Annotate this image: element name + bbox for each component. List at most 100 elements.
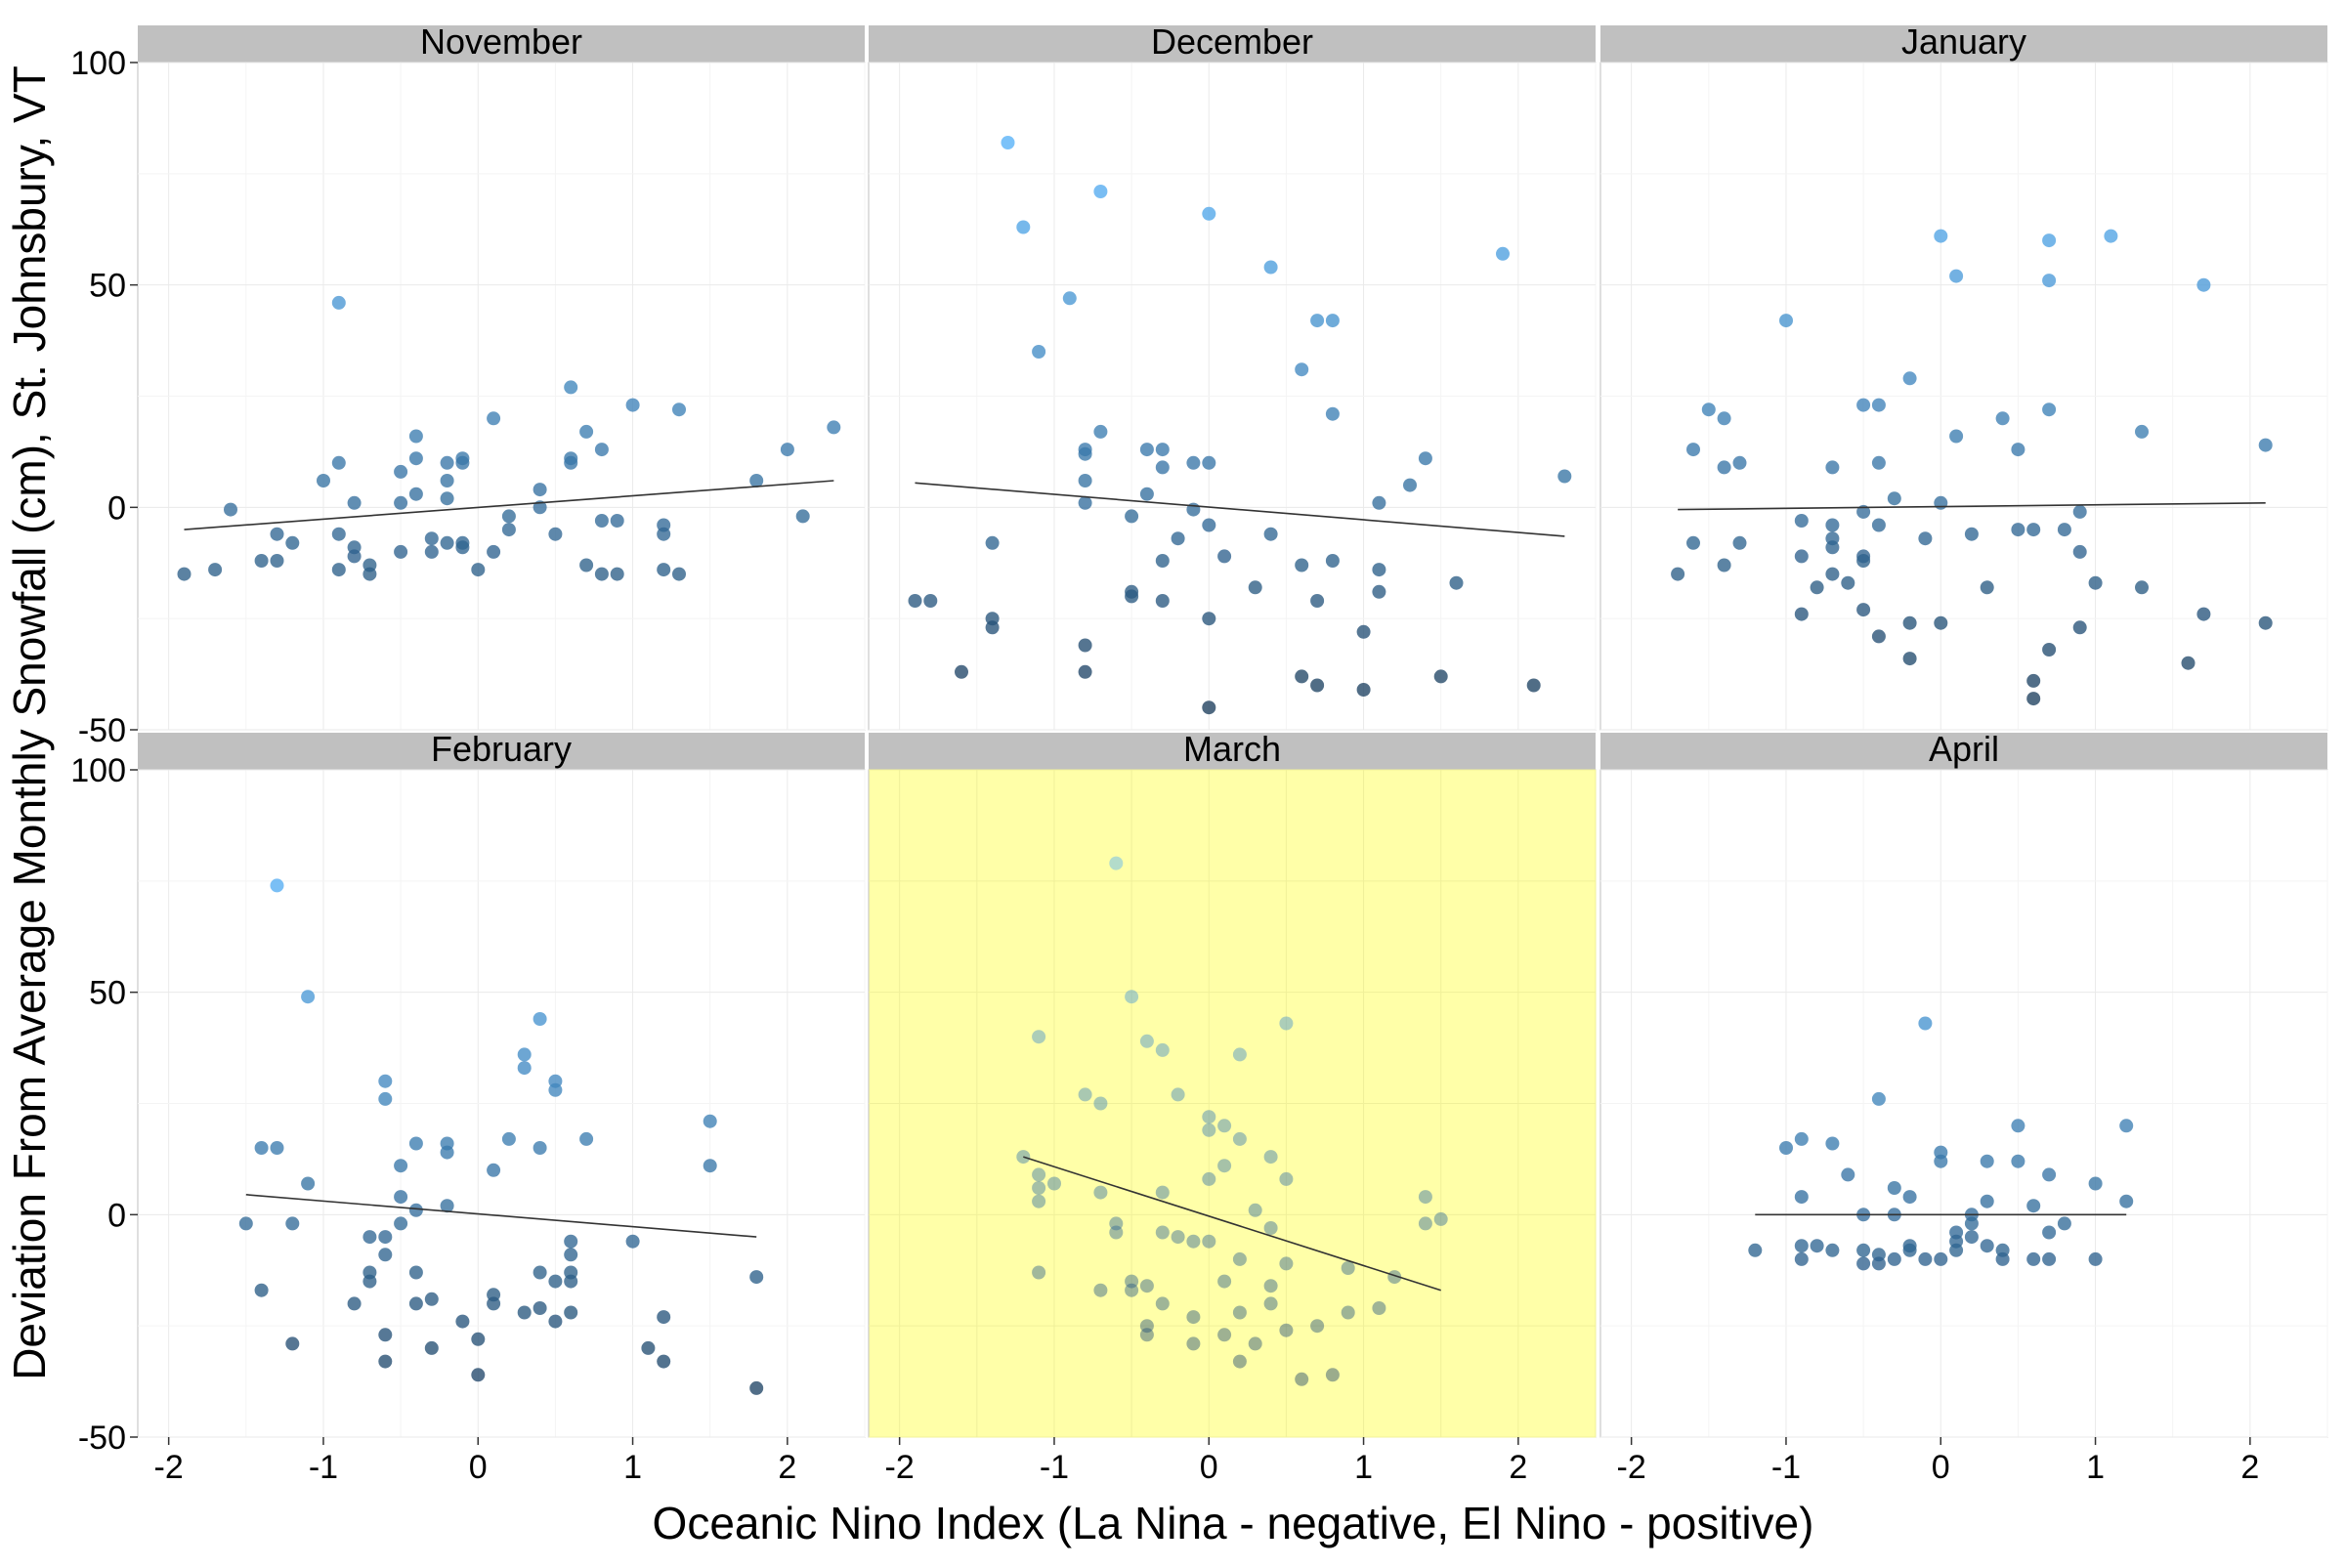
x-tick-label: -2 bbox=[1617, 1449, 1646, 1486]
data-point bbox=[564, 1274, 578, 1289]
x-tick-label: 1 bbox=[1354, 1449, 1373, 1486]
trend-line bbox=[915, 482, 1565, 537]
data-point bbox=[378, 1230, 393, 1245]
data-point bbox=[1934, 615, 1948, 630]
data-point bbox=[564, 455, 578, 470]
data-point bbox=[1871, 1091, 1886, 1106]
data-point bbox=[1810, 1239, 1824, 1253]
data-point bbox=[1995, 1251, 2010, 1266]
data-point bbox=[1248, 1336, 1262, 1351]
data-point bbox=[331, 455, 346, 470]
data-point bbox=[1279, 1256, 1294, 1271]
data-point bbox=[1310, 314, 1325, 328]
data-point bbox=[1202, 1234, 1216, 1249]
data-point bbox=[1671, 567, 1685, 581]
data-point bbox=[1217, 1274, 1232, 1289]
data-point bbox=[1887, 1181, 1901, 1195]
data-point bbox=[270, 1141, 284, 1155]
data-point bbox=[1248, 580, 1262, 595]
data-point bbox=[517, 1047, 532, 1062]
data-point bbox=[923, 594, 938, 608]
data-point bbox=[378, 1074, 393, 1088]
data-point bbox=[2072, 544, 2087, 559]
data-point bbox=[1125, 509, 1139, 524]
data-point bbox=[1918, 1016, 1933, 1031]
data-point bbox=[1964, 1216, 1979, 1231]
data-point bbox=[1433, 1211, 1448, 1226]
data-point bbox=[2026, 673, 2041, 688]
data-point bbox=[1825, 518, 1840, 532]
data-point bbox=[362, 567, 377, 581]
data-point bbox=[1217, 1119, 1232, 1133]
data-point bbox=[1732, 455, 1747, 470]
x-tick-label: -1 bbox=[309, 1449, 338, 1486]
data-point bbox=[2011, 1154, 2025, 1168]
data-point bbox=[1918, 1251, 1933, 1266]
data-point bbox=[1794, 1190, 1809, 1205]
data-point bbox=[564, 1305, 578, 1320]
data-point bbox=[1325, 554, 1340, 568]
data-point bbox=[1263, 1279, 1278, 1293]
data-point bbox=[548, 1082, 563, 1097]
data-point bbox=[1202, 1171, 1216, 1186]
data-point bbox=[1372, 563, 1386, 577]
data-point bbox=[1356, 683, 1371, 697]
data-point bbox=[1093, 1185, 1108, 1200]
data-point bbox=[548, 1274, 563, 1289]
data-point bbox=[362, 1274, 377, 1289]
data-point bbox=[1980, 1239, 1994, 1253]
data-point bbox=[1001, 136, 1015, 149]
data-point bbox=[1016, 1150, 1031, 1165]
data-point bbox=[2119, 1119, 2134, 1133]
data-point bbox=[378, 1091, 393, 1106]
panel-april: April -2 -1 0 1 2 bbox=[1599, 729, 2328, 1486]
data-point bbox=[1263, 1221, 1278, 1235]
data-point bbox=[285, 1336, 300, 1351]
data-point bbox=[1202, 1123, 1216, 1137]
data-point bbox=[378, 1354, 393, 1369]
x-tick-label: -1 bbox=[1040, 1449, 1069, 1486]
data-point bbox=[517, 1061, 532, 1076]
data-point bbox=[2042, 274, 2057, 288]
y-tick-label: 50 bbox=[89, 975, 126, 1012]
panel-february: February -50 0 50 100 -2 -1 0 1 2 bbox=[70, 729, 866, 1486]
data-point bbox=[703, 1114, 717, 1128]
data-point bbox=[2196, 607, 2211, 621]
data-point bbox=[1310, 678, 1325, 693]
x-tick-label: 2 bbox=[1509, 1449, 1527, 1486]
data-point bbox=[672, 567, 686, 581]
data-point bbox=[1139, 443, 1154, 457]
data-point bbox=[440, 1145, 454, 1160]
data-point bbox=[1186, 1234, 1201, 1249]
data-point bbox=[1325, 406, 1340, 421]
data-point bbox=[1202, 1110, 1216, 1124]
data-point bbox=[1779, 1141, 1793, 1155]
data-point bbox=[1902, 615, 1917, 630]
data-point bbox=[1232, 1131, 1247, 1146]
x-tick-label: 0 bbox=[469, 1449, 488, 1486]
data-point bbox=[1748, 1243, 1763, 1257]
data-point bbox=[2072, 504, 2087, 519]
data-point bbox=[1717, 558, 1731, 572]
data-point bbox=[1871, 1256, 1886, 1271]
data-point bbox=[1902, 652, 1917, 666]
y-tick-label: 0 bbox=[107, 489, 126, 527]
strip-label: January bbox=[1901, 21, 2026, 62]
data-point bbox=[501, 1131, 516, 1146]
data-point bbox=[331, 295, 346, 310]
data-point bbox=[1125, 1274, 1139, 1289]
data-point bbox=[625, 1234, 640, 1249]
data-point bbox=[1155, 1185, 1170, 1200]
data-point bbox=[1686, 535, 1700, 550]
data-point bbox=[1701, 403, 1716, 417]
data-point bbox=[703, 1159, 717, 1173]
data-point bbox=[1279, 1171, 1294, 1186]
data-point bbox=[579, 424, 594, 439]
data-point bbox=[1841, 1167, 1855, 1182]
data-point bbox=[1155, 594, 1170, 608]
data-point bbox=[1155, 554, 1170, 568]
data-point bbox=[2042, 233, 2057, 248]
gridlines bbox=[138, 769, 866, 1438]
data-point bbox=[1794, 607, 1809, 621]
data-point bbox=[1217, 1159, 1232, 1173]
